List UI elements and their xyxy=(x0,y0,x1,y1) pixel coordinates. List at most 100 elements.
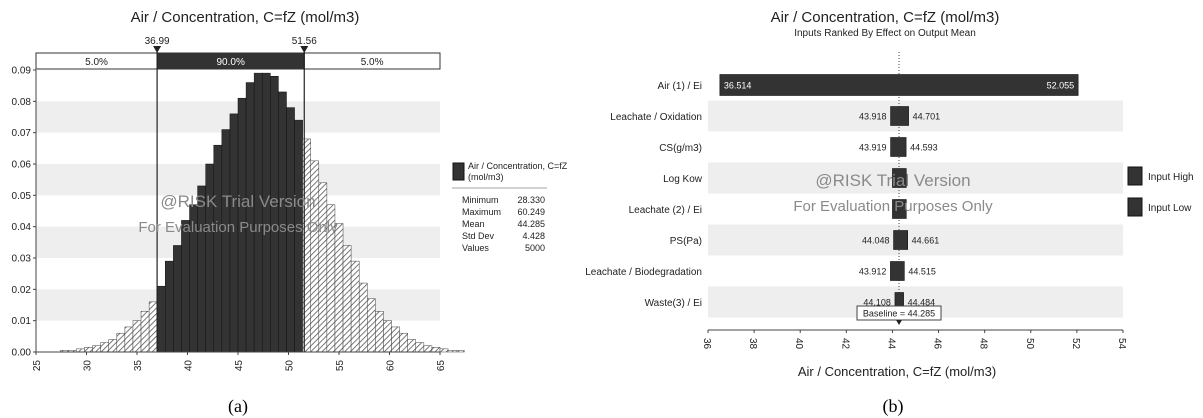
stat-value: 60.249 xyxy=(517,207,545,217)
tornado-x-tick-label: 48 xyxy=(978,338,989,350)
tornado-bar xyxy=(890,261,905,281)
histogram-bar xyxy=(116,332,126,353)
histogram-bar xyxy=(407,339,417,353)
histogram-bar xyxy=(213,144,223,353)
histogram-stats-table: Minimum 28.330 Maximum 60.249 Mean 44.285 Std … xyxy=(462,195,545,253)
tornado-high-value: 44.661 xyxy=(912,236,940,246)
watermark-a-line2: For Evaluation Purposes Only xyxy=(138,219,338,236)
histogram-bar xyxy=(124,326,134,353)
histogram-delimiter-band: 5.0% 90.0% 5.0% 36.99 51.56 xyxy=(35,36,441,70)
baseline-marker-icon xyxy=(896,320,903,325)
band-left-label: 5.0% xyxy=(85,57,108,68)
stat-label: Mean xyxy=(462,219,485,229)
histogram-bar xyxy=(100,342,109,353)
stat-value: 5000 xyxy=(525,243,545,253)
tornado-bar xyxy=(893,230,908,250)
tornado-low-value: 43.912 xyxy=(859,267,887,277)
histogram-x-tick-label: 30 xyxy=(83,360,94,372)
stat-label: Values xyxy=(462,243,489,253)
histogram-bar xyxy=(253,72,263,353)
tornado-row-band xyxy=(708,224,1123,256)
tornado-x-tick-label: 52 xyxy=(1070,338,1081,350)
histogram-bar xyxy=(165,260,174,353)
baseline-label: Baseline = 44.285 xyxy=(863,309,935,319)
histogram-x-tick-label: 60 xyxy=(386,360,397,372)
histogram-legend: Air / Concentration, C=fZ (mol/m3) Minim… xyxy=(452,161,568,253)
band-right-label: 5.0% xyxy=(361,57,384,68)
histogram-bar xyxy=(84,347,93,353)
histogram-bar xyxy=(92,345,101,353)
tornado-legend: Input High Input Low xyxy=(1127,166,1194,217)
histogram-bar xyxy=(181,220,190,353)
tornado-x-tick-label: 54 xyxy=(1116,338,1127,350)
histogram-x-tick-label: 65 xyxy=(436,360,447,372)
histogram-bar xyxy=(415,342,425,353)
histogram-bar xyxy=(156,285,166,353)
tornado-category-label: Leachate / Oxidation xyxy=(610,112,702,123)
tornado-x-axis-label: Air / Concentration, C=fZ (mol/m3) xyxy=(798,364,996,379)
watermark-b: @RISK Trial Version For Evaluation Purpo… xyxy=(793,171,993,215)
tornado-bar xyxy=(892,199,907,219)
tornado-low-value: 43.919 xyxy=(859,143,887,153)
histogram-y-tick-label: 0.02 xyxy=(12,285,32,296)
histogram-x-tick-label: 25 xyxy=(32,360,43,372)
histogram-y-tick-label: 0.05 xyxy=(12,191,32,202)
legend-label-input-low: Input Low xyxy=(1148,203,1192,214)
tornado-bar xyxy=(719,74,1079,96)
caption-a: (a) xyxy=(228,396,248,417)
histogram-x-tick-label: 55 xyxy=(335,360,346,372)
histogram-bar xyxy=(447,350,457,353)
watermark-a-line1: @RISK Trial Version xyxy=(160,192,315,211)
histogram-y-tick-label: 0.01 xyxy=(12,316,32,327)
tornado-category-label: CS(g/m3) xyxy=(659,143,702,154)
tornado-category-label: PS(Pa) xyxy=(670,236,702,247)
histogram-bar xyxy=(132,320,142,353)
histogram-bar xyxy=(261,72,271,353)
histogram-bar xyxy=(270,76,279,353)
histogram-bar xyxy=(294,119,303,353)
stat-label: Minimum xyxy=(462,195,499,205)
histogram-bar xyxy=(140,311,150,353)
tornado-high-value: 44.701 xyxy=(913,112,941,122)
tornado-x-tick-label: 38 xyxy=(747,338,758,350)
histogram-x-tick-label: 50 xyxy=(285,360,296,372)
tornado-category-label: Air (1) / Ei xyxy=(658,81,702,92)
watermark-a: @RISK Trial Version For Evaluation Purpo… xyxy=(138,192,338,236)
histogram-bar xyxy=(367,298,376,353)
histogram-y-tick-label: 0.03 xyxy=(12,254,32,265)
stat-label: Maximum xyxy=(462,207,501,217)
delimiter-left-label: 36.99 xyxy=(145,36,170,47)
tornado-category-label: Leachate / Biodegradation xyxy=(585,267,702,278)
tornado-x-tick-label: 46 xyxy=(932,338,943,350)
histogram-bar xyxy=(245,82,255,353)
stat-value: 44.285 xyxy=(517,219,545,229)
stat-label: Std Dev xyxy=(462,231,495,241)
legend-swatch-input-low xyxy=(1127,197,1143,217)
tornado-category-label: Waste(3) / Ei xyxy=(645,298,702,309)
delimiter-marker-icon xyxy=(300,46,309,53)
histogram-bar xyxy=(383,320,392,353)
histogram-bar xyxy=(358,282,368,353)
histogram-bar xyxy=(439,348,449,353)
histogram-bar xyxy=(108,339,118,353)
tornado-high-value: 44.515 xyxy=(908,267,936,277)
stat-value: 28.330 xyxy=(517,195,545,205)
histogram-bar xyxy=(399,332,408,353)
tornado-title: Air / Concentration, C=fZ (mol/m3) xyxy=(771,9,1000,26)
band-middle-label: 90.0% xyxy=(216,57,244,68)
histogram-x-tick-label: 45 xyxy=(234,360,245,372)
tornado-category-label: Log Kow xyxy=(663,174,703,185)
tornado-bar xyxy=(890,106,909,126)
tornado-bar xyxy=(890,137,907,157)
tornado-x-tick-label: 44 xyxy=(885,338,896,350)
histogram-bar xyxy=(423,345,433,353)
tornado-low-value: 44.108 xyxy=(863,298,891,308)
histogram-bar xyxy=(318,182,328,353)
tornado-category-label: Leachate (2) / Ei xyxy=(629,205,702,216)
histogram-bar xyxy=(310,160,320,353)
histogram-bar xyxy=(221,129,231,353)
legend-swatch-input-high xyxy=(1127,166,1143,186)
tornado-x-tick-label: 50 xyxy=(1024,338,1035,350)
histogram-bar xyxy=(173,245,182,353)
